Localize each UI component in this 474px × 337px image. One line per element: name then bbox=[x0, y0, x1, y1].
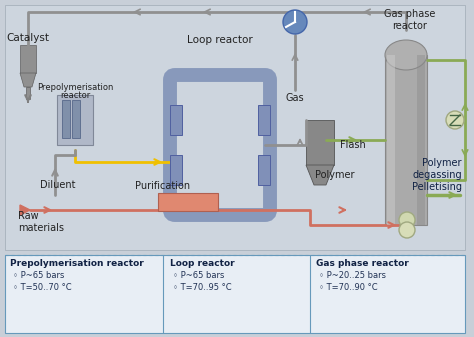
Text: ◦ P~65 bars: ◦ P~65 bars bbox=[13, 271, 64, 279]
Bar bbox=[5, 5, 465, 250]
Text: ◦ P~65 bars: ◦ P~65 bars bbox=[173, 271, 224, 279]
Text: Polymer: Polymer bbox=[315, 170, 355, 180]
Text: Diluent: Diluent bbox=[40, 180, 75, 190]
Bar bbox=[258, 105, 270, 135]
Bar bbox=[62, 100, 70, 138]
Text: Prepolymerisation: Prepolymerisation bbox=[37, 84, 113, 92]
Circle shape bbox=[399, 222, 415, 238]
Text: Flash: Flash bbox=[340, 140, 366, 150]
Ellipse shape bbox=[385, 40, 427, 70]
Text: ◦ P~20..25 bars: ◦ P~20..25 bars bbox=[319, 271, 386, 279]
Text: ◦ T=70..90 °C: ◦ T=70..90 °C bbox=[319, 282, 378, 292]
Bar bbox=[57, 95, 93, 145]
Bar bbox=[385, 55, 427, 225]
Text: reactor: reactor bbox=[60, 91, 90, 99]
Text: Gas phase
reactor: Gas phase reactor bbox=[384, 9, 436, 31]
Polygon shape bbox=[20, 205, 30, 215]
Bar bbox=[5, 255, 465, 333]
Polygon shape bbox=[20, 73, 36, 87]
Bar bbox=[306, 120, 334, 165]
Text: Purification: Purification bbox=[136, 181, 191, 191]
Circle shape bbox=[283, 10, 307, 34]
Text: Raw
materials: Raw materials bbox=[18, 211, 64, 233]
Bar bbox=[72, 100, 80, 138]
Circle shape bbox=[399, 212, 415, 228]
Text: ◦ T=70..95 °C: ◦ T=70..95 °C bbox=[173, 282, 232, 292]
Bar bbox=[170, 105, 182, 135]
Polygon shape bbox=[306, 165, 334, 185]
Bar bbox=[158, 193, 218, 211]
Bar bbox=[417, 55, 425, 225]
Bar bbox=[387, 55, 395, 225]
Text: Gas: Gas bbox=[286, 93, 304, 103]
Text: Catalyst: Catalyst bbox=[7, 33, 49, 43]
Circle shape bbox=[446, 111, 464, 129]
Text: Prepolymerisation reactor: Prepolymerisation reactor bbox=[10, 259, 144, 269]
Text: Loop reactor: Loop reactor bbox=[170, 259, 235, 269]
Bar bbox=[20, 45, 36, 73]
Text: Gas phase reactor: Gas phase reactor bbox=[316, 259, 409, 269]
Text: Polymer
degassing
Pelletising: Polymer degassing Pelletising bbox=[412, 158, 462, 192]
Bar bbox=[26, 87, 30, 99]
Text: Loop reactor: Loop reactor bbox=[187, 35, 253, 45]
Text: ◦ T=50..70 °C: ◦ T=50..70 °C bbox=[13, 282, 72, 292]
Bar bbox=[170, 155, 182, 185]
Bar bbox=[258, 155, 270, 185]
